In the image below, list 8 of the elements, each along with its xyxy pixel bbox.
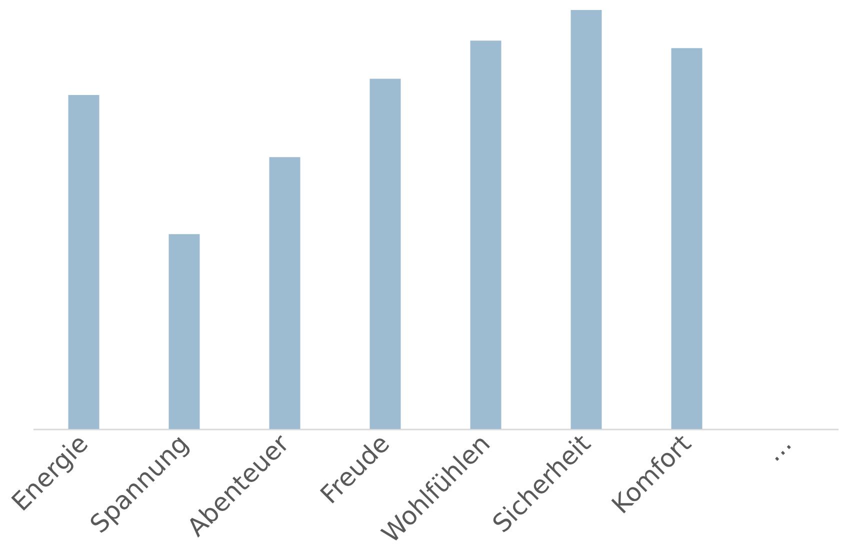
bar [470,40,502,429]
x-tick-label: … [758,428,798,468]
bar [168,234,200,429]
bar [671,48,702,429]
bar [370,78,401,429]
bar [570,10,602,429]
bar [68,95,100,429]
bar [269,157,300,429]
